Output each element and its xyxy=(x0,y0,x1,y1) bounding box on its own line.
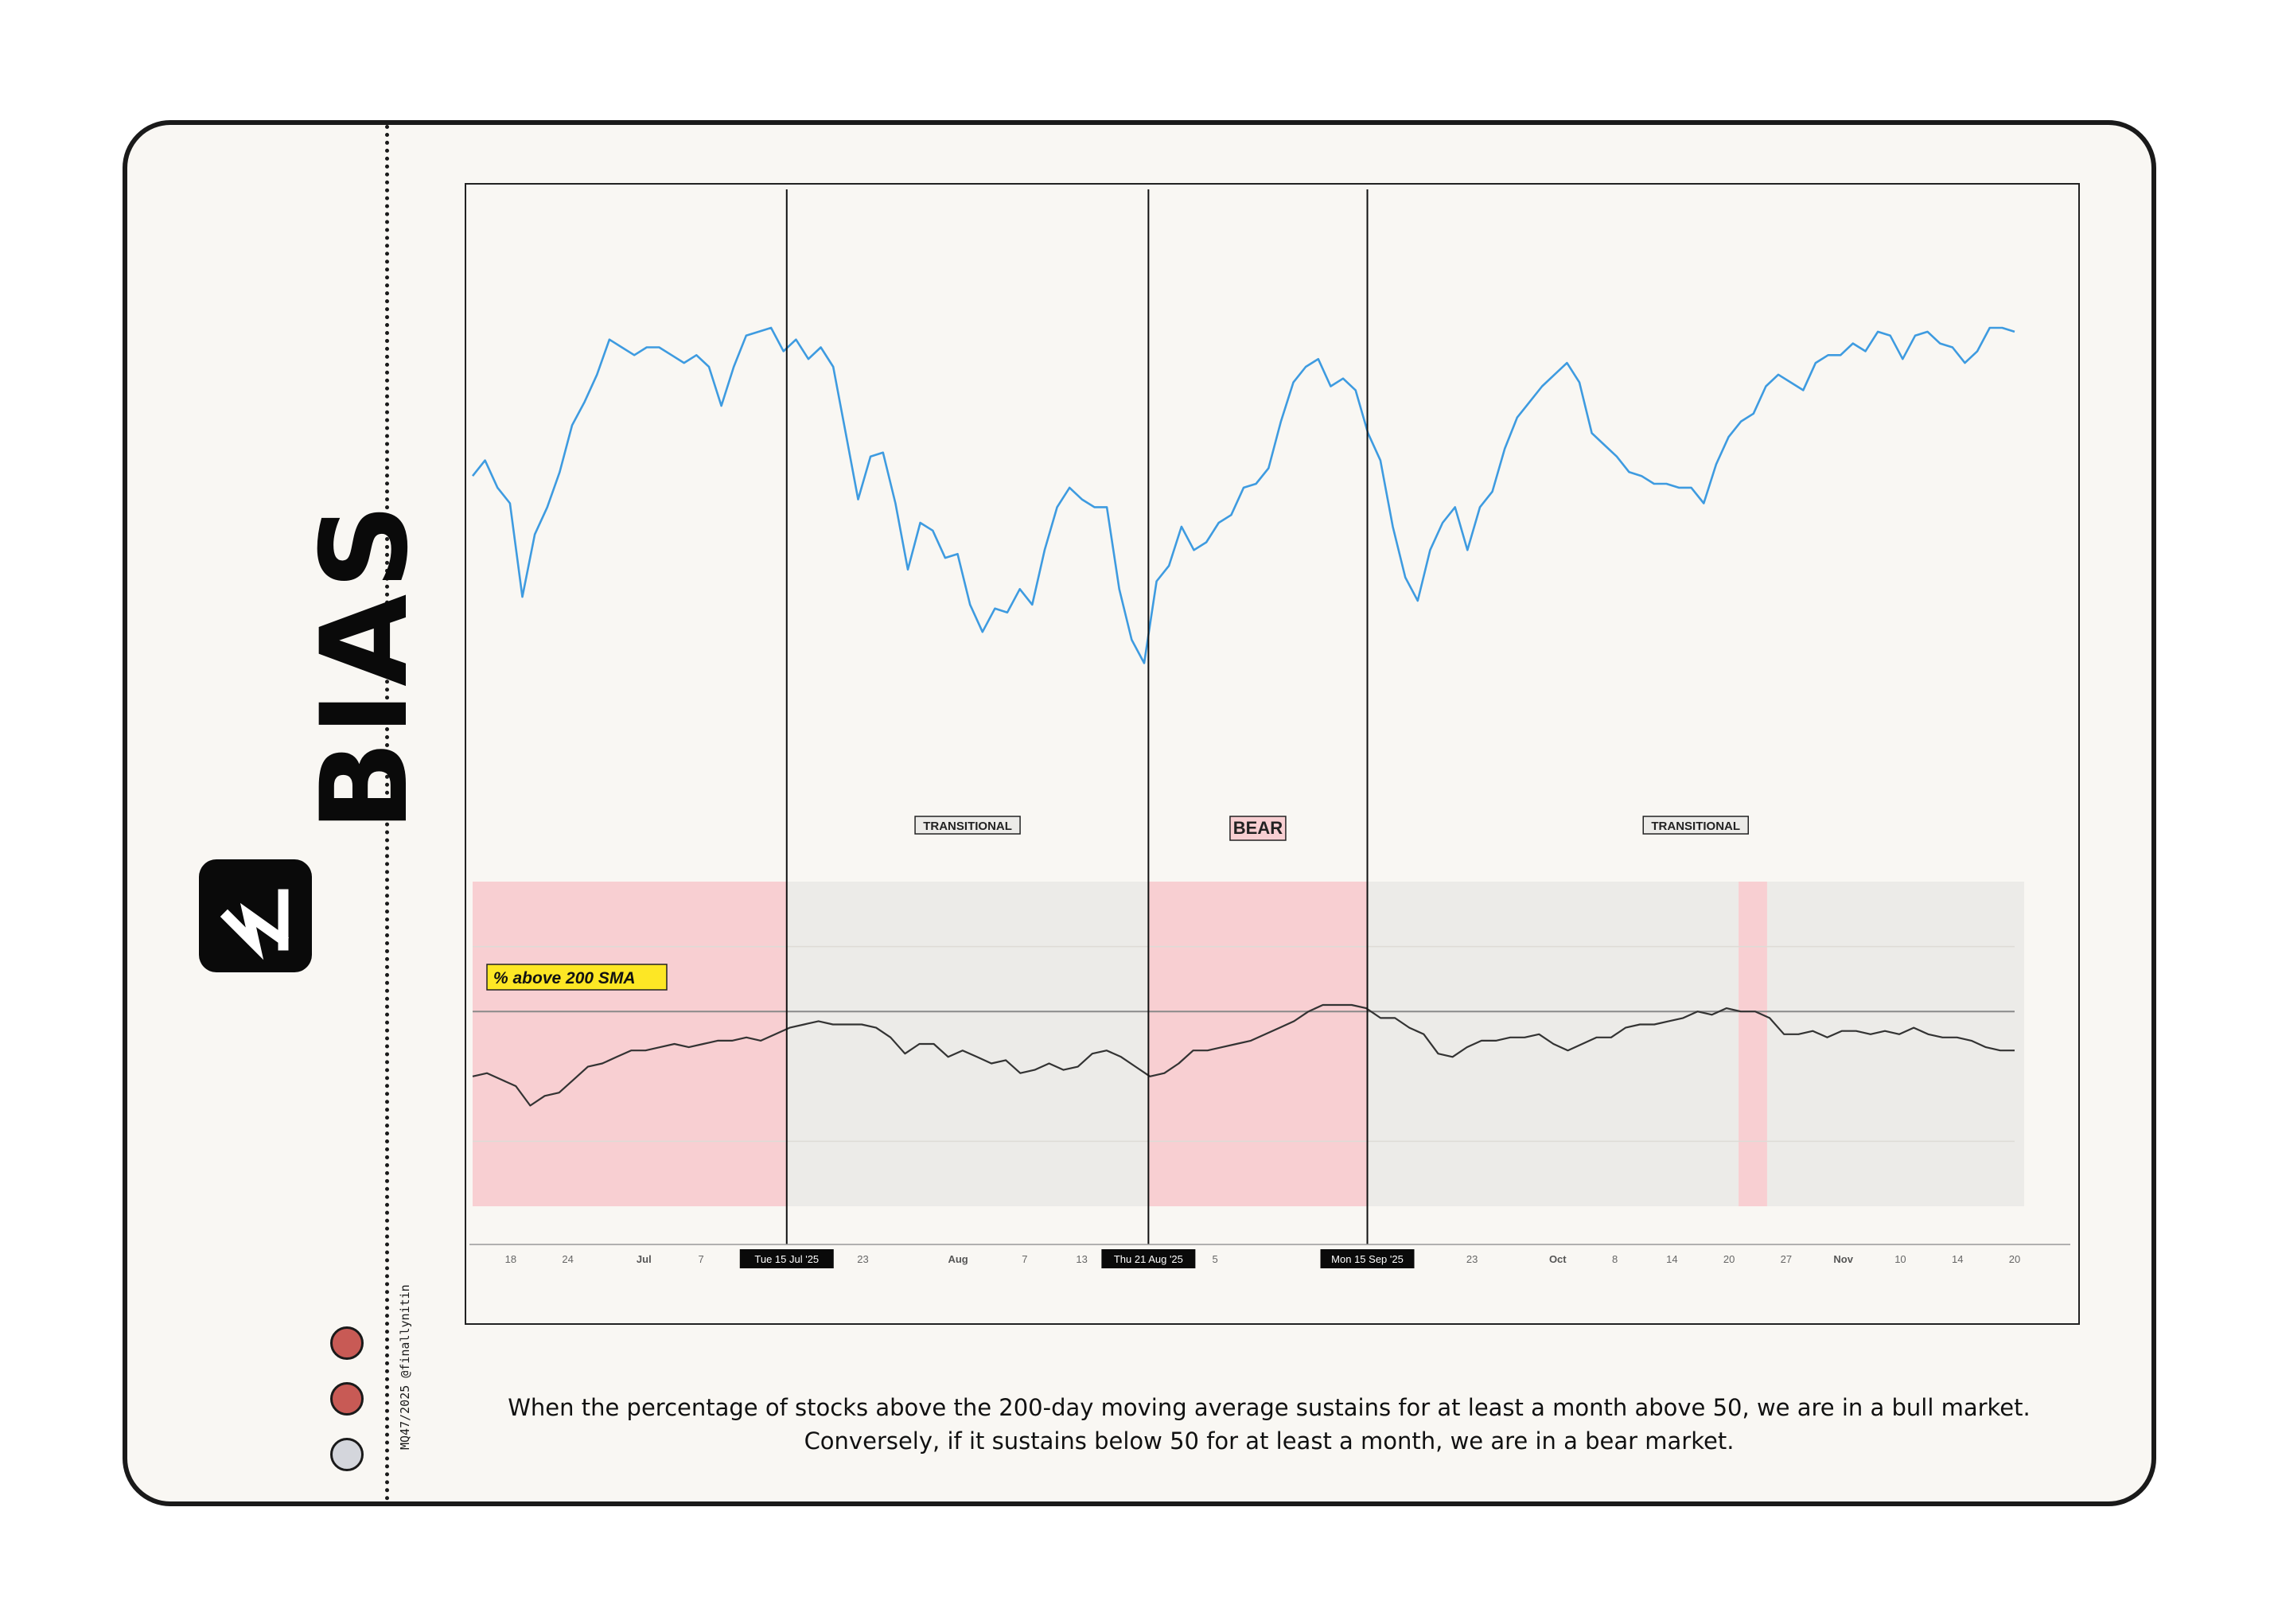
price-series-line xyxy=(471,326,2015,664)
x-tick-label: Aug xyxy=(948,1253,968,1265)
caption: When the percentage of stocks above the … xyxy=(508,1394,2031,1455)
chart-frame: TRANSITIONAL BEAR TRANSITIONAL % above 200 … xyxy=(465,183,2080,1325)
marker-date-badge xyxy=(739,1249,834,1268)
breadth-series-line xyxy=(472,1003,2015,1107)
credit-text: MQ47/2025 @finallynitin xyxy=(398,1284,412,1450)
x-tick-label: 10 xyxy=(1894,1253,1906,1265)
x-tick-label: 27 xyxy=(1781,1253,1792,1265)
marker-date-badge xyxy=(1101,1249,1196,1268)
regime-label: TRANSITIONAL xyxy=(1651,820,1740,833)
x-tick-label: 5 xyxy=(1212,1253,1217,1265)
dotted-divider xyxy=(385,125,389,1501)
x-tick-label: 23 xyxy=(857,1253,868,1265)
window-dot-red xyxy=(330,1326,364,1360)
x-tick-label: Nov xyxy=(1833,1253,1853,1265)
x-tick-label: 18 xyxy=(505,1253,516,1265)
x-tick-label: 14 xyxy=(1666,1253,1677,1265)
x-tick-label: 13 xyxy=(1076,1253,1087,1265)
breadth-badge xyxy=(486,964,668,991)
x-tick-label: 23 xyxy=(1466,1253,1478,1265)
x-tick-label: 8 xyxy=(1612,1253,1618,1265)
breadth-badge-label: % above 200 SMA xyxy=(493,969,636,987)
marker-date-label: Mon 15 Sep '25 xyxy=(1331,1253,1404,1265)
brand-name: BIAS xyxy=(296,498,434,831)
brand-logo-icon xyxy=(199,859,312,972)
x-tick-label: 20 xyxy=(2009,1253,2020,1265)
regime-label-box xyxy=(1642,816,1749,835)
regime-label: TRANSITIONAL xyxy=(923,820,1012,833)
chart-svg: TRANSITIONAL BEAR TRANSITIONAL % above 200 … xyxy=(469,189,2070,1268)
x-tick-label: 14 xyxy=(1952,1253,1963,1265)
x-tick-label: Oct xyxy=(1549,1253,1567,1265)
x-tick-label: 7 xyxy=(1022,1253,1027,1265)
regime-label: BEAR xyxy=(1233,818,1283,838)
regime-label-box xyxy=(914,816,1021,835)
regime-band-transitional xyxy=(786,882,1149,1206)
regime-label-box xyxy=(1229,816,1287,841)
x-tick-label: 20 xyxy=(1723,1253,1735,1265)
x-tick-label: 24 xyxy=(562,1253,573,1265)
regime-band-bear xyxy=(1739,882,1767,1206)
regime-band-bear xyxy=(473,882,787,1206)
marker-date-badge xyxy=(1320,1249,1415,1268)
marker-date-label: Thu 21 Aug '25 xyxy=(1114,1253,1183,1265)
regime-band-bear xyxy=(1148,882,1368,1206)
regime-band-transitional xyxy=(1766,882,2024,1206)
marker-date-label: Tue 15 Jul '25 xyxy=(754,1253,819,1265)
window-dot-red-2 xyxy=(330,1382,364,1416)
x-tick-label: 7 xyxy=(698,1253,703,1265)
x-tick-label: Jul xyxy=(637,1253,652,1265)
window-dot-gray xyxy=(330,1438,364,1471)
